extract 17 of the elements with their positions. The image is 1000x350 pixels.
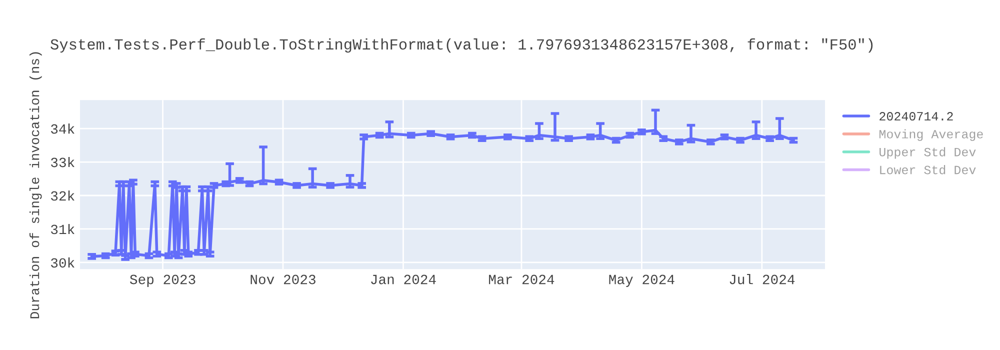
y-tick-label: 34k [51,124,74,134]
y-axis-title: Duration of single invocation (ns) [30,52,42,318]
legend-label: 20240714.2 [880,112,953,121]
y-tick-label: 33k [51,156,74,168]
legend-label: Moving Average [879,129,983,141]
chart-title: System.Tests.Perf_Double.ToStringWithFormat(value: 1.7976931348623157E+308, format: "F50") [50,38,873,53]
y-tick-label: 30k [51,257,74,268]
x-tick-label: May 2024 [609,274,674,287]
x-tick-label: Nov 2023 [250,274,316,284]
x-tick-label: Sep 2023 [130,274,196,287]
x-tick-label: Jan 2024 [371,274,436,284]
x-tick-label: Mar 2024 [489,274,554,284]
y-tick-label: 31k [51,224,74,234]
legend-label: Upper Std Dev [880,147,976,159]
x-tick-label: Jul 2024 [730,274,795,284]
legend-label: Lower Std Dev [880,165,976,174]
y-tick-label: 32k [51,190,74,201]
